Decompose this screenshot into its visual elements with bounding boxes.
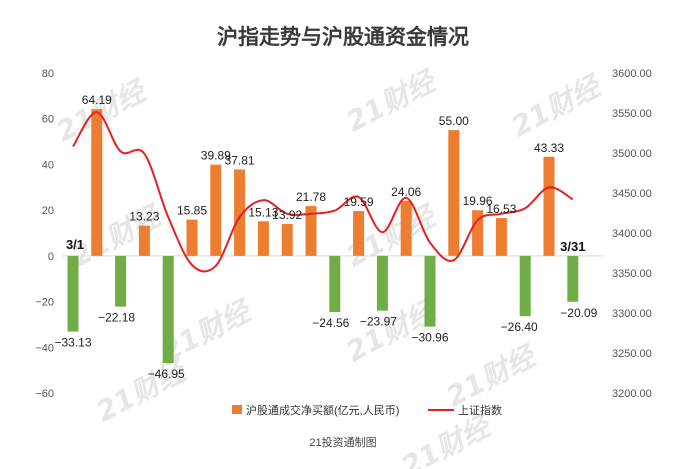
bar-value-label: 24.06 bbox=[391, 185, 421, 199]
legend: 沪股通成交净买额(亿元,人民币) 上证指数 bbox=[232, 403, 502, 417]
right-tick-label: 3500.00 bbox=[612, 148, 652, 160]
right-tick-label: 3450.00 bbox=[612, 188, 652, 200]
right-tick-label: 3350.00 bbox=[612, 268, 652, 280]
right-axis: 3600.00 3550.00 3500.00 3450.00 3400.00 3350.… bbox=[612, 68, 652, 400]
data-labels: −33.13 64.19 −22.18 13.23 −46.95 15.85 39.8937… bbox=[54, 93, 597, 381]
bar bbox=[376, 255, 388, 311]
right-tick-label: 3400.00 bbox=[612, 228, 652, 240]
bar-value-label: 15.13 bbox=[248, 205, 278, 219]
bar bbox=[115, 255, 127, 307]
bar bbox=[400, 200, 412, 256]
bar-value-label: 13.23 bbox=[129, 210, 159, 224]
source-caption: 21投资通制图 bbox=[309, 435, 376, 449]
bar-value-label: −24.56 bbox=[312, 316, 349, 330]
left-tick-label: 80 bbox=[42, 68, 54, 80]
bar-value-label: −23.97 bbox=[360, 315, 397, 329]
left-tick-label: 0 bbox=[48, 251, 54, 263]
watermark-text: 21财经 bbox=[51, 73, 154, 149]
watermark-text: 21财经 bbox=[91, 353, 194, 429]
right-tick-label: 3250.00 bbox=[612, 348, 652, 360]
left-tick-label: −40 bbox=[35, 342, 54, 354]
bar-value-label: 13.92 bbox=[272, 208, 302, 222]
bar bbox=[543, 156, 555, 256]
bar-series bbox=[62, 109, 604, 364]
legend-bar-label: 沪股通成交净买额(亿元,人民币) bbox=[246, 403, 399, 417]
bar-value-label: −33.13 bbox=[54, 336, 91, 350]
right-tick-label: 3300.00 bbox=[612, 308, 652, 320]
bar bbox=[519, 255, 531, 317]
right-tick-label: 3600.00 bbox=[612, 68, 652, 80]
bar bbox=[210, 164, 222, 256]
bar-value-label: −26.40 bbox=[501, 320, 538, 334]
bar-value-label: 64.19 bbox=[82, 93, 112, 107]
bar bbox=[234, 169, 246, 256]
bar-value-label: 15.85 bbox=[177, 204, 207, 218]
bar bbox=[138, 225, 150, 256]
bar bbox=[329, 255, 341, 312]
bar bbox=[186, 219, 198, 256]
bar-value-label: −30.96 bbox=[411, 331, 448, 345]
bar-value-label: −20.09 bbox=[560, 306, 597, 320]
bar-value-label: 39.89 bbox=[201, 149, 231, 163]
left-tick-label: 60 bbox=[42, 114, 54, 126]
left-axis: 80 60 40 20 0 −20 −40 −60 bbox=[35, 68, 54, 400]
left-tick-label: 40 bbox=[42, 159, 54, 171]
bar bbox=[567, 255, 579, 302]
end-date-label: 3/31 bbox=[560, 239, 585, 254]
bar-value-label: 19.59 bbox=[344, 195, 374, 209]
bar bbox=[424, 255, 436, 327]
start-date-label: 3/1 bbox=[66, 237, 84, 252]
bar-value-label: 55.00 bbox=[439, 114, 469, 128]
watermark-text: 21财经 bbox=[396, 408, 499, 469]
bar bbox=[472, 210, 484, 256]
right-tick-label: 3550.00 bbox=[612, 108, 652, 120]
watermark-text: 21财经 bbox=[506, 68, 609, 144]
watermark-text: 21财经 bbox=[441, 338, 544, 414]
bar bbox=[305, 206, 317, 256]
bar bbox=[162, 255, 174, 364]
bar bbox=[281, 224, 293, 256]
right-tick-label: 3200.00 bbox=[612, 388, 652, 400]
bar-value-label: 37.81 bbox=[225, 153, 255, 167]
bar-value-label: 16.53 bbox=[486, 202, 516, 216]
bar-value-label: −46.95 bbox=[148, 367, 185, 381]
legend-bar-swatch bbox=[232, 405, 242, 414]
bar bbox=[67, 255, 79, 332]
watermark-text: 21财经 bbox=[341, 63, 444, 139]
left-tick-label: −20 bbox=[35, 297, 54, 309]
legend-line-label: 上证指数 bbox=[458, 403, 502, 417]
bar-value-label: 19.96 bbox=[463, 194, 493, 208]
bar bbox=[91, 109, 103, 256]
bar bbox=[448, 130, 460, 256]
bar bbox=[353, 211, 365, 256]
bar bbox=[495, 218, 507, 256]
bar-value-label: 43.33 bbox=[534, 141, 564, 155]
left-tick-label: −60 bbox=[35, 388, 54, 400]
bar-value-label: −22.18 bbox=[98, 311, 135, 325]
chart-title: 沪指走势与沪股通资金情况 bbox=[217, 24, 469, 49]
bar bbox=[257, 221, 269, 256]
left-tick-label: 20 bbox=[42, 205, 54, 217]
index-line bbox=[72, 111, 574, 273]
bar-value-label: 21.78 bbox=[296, 190, 326, 204]
